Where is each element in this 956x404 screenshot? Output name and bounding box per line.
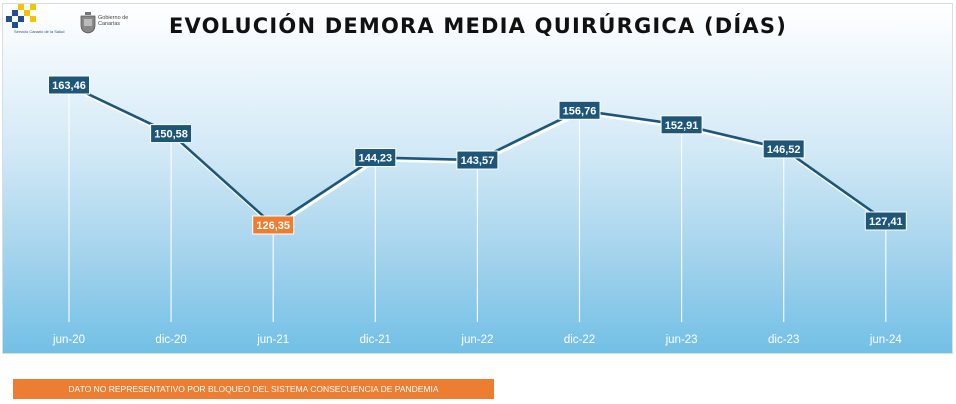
data-label: 126,35: [256, 220, 290, 232]
data-label: 156,76: [563, 105, 597, 117]
x-tick-label: dic-23: [768, 334, 799, 346]
x-tick-label: dic-20: [155, 334, 186, 346]
scs-logo-caption: Servicio Canario de la Salud: [14, 29, 65, 34]
x-tick-label: jun-21: [256, 334, 289, 346]
data-label-box: [660, 115, 703, 135]
x-tick-label: dic-21: [360, 334, 391, 346]
x-tick-label: jun-22: [460, 334, 493, 346]
data-label-box: [150, 124, 193, 144]
data-label-box: [558, 100, 601, 120]
pandemic-note: DATO NO REPRESENTATIVO POR BLOQUEO DEL S…: [13, 379, 494, 399]
x-tick-label: dic-22: [564, 334, 595, 346]
data-label-box: [48, 75, 90, 95]
line-chart: 163,46 150,58 126,35 144,23 143,57 156,76 152,…: [48, 75, 907, 346]
data-label: 152,91: [665, 120, 699, 132]
data-label: 144,23: [358, 153, 392, 165]
x-tick-label: jun-23: [665, 334, 698, 346]
data-label: 163,46: [52, 80, 86, 92]
scs-logo-icon: [6, 4, 36, 28]
data-label-box: [762, 139, 805, 159]
data-label-box: [354, 148, 397, 168]
data-label-box: [252, 215, 295, 235]
gobierno-logo-caption: Gobierno de Canarias: [98, 15, 129, 27]
data-label-box: [456, 150, 499, 170]
gobierno-shield-icon: [80, 12, 96, 34]
x-tick-label: jun-20: [52, 334, 85, 346]
chart-title: EVOLUCIÓN DEMORA MEDIA QUIRÚRGICA (DÍAS): [169, 14, 787, 38]
data-label: 127,41: [869, 216, 903, 228]
data-label: 143,57: [461, 155, 495, 167]
x-tick-label: jun-24: [869, 334, 903, 346]
data-label-box: [864, 211, 907, 231]
data-label: 150,58: [154, 129, 188, 141]
data-label: 146,52: [767, 144, 801, 156]
